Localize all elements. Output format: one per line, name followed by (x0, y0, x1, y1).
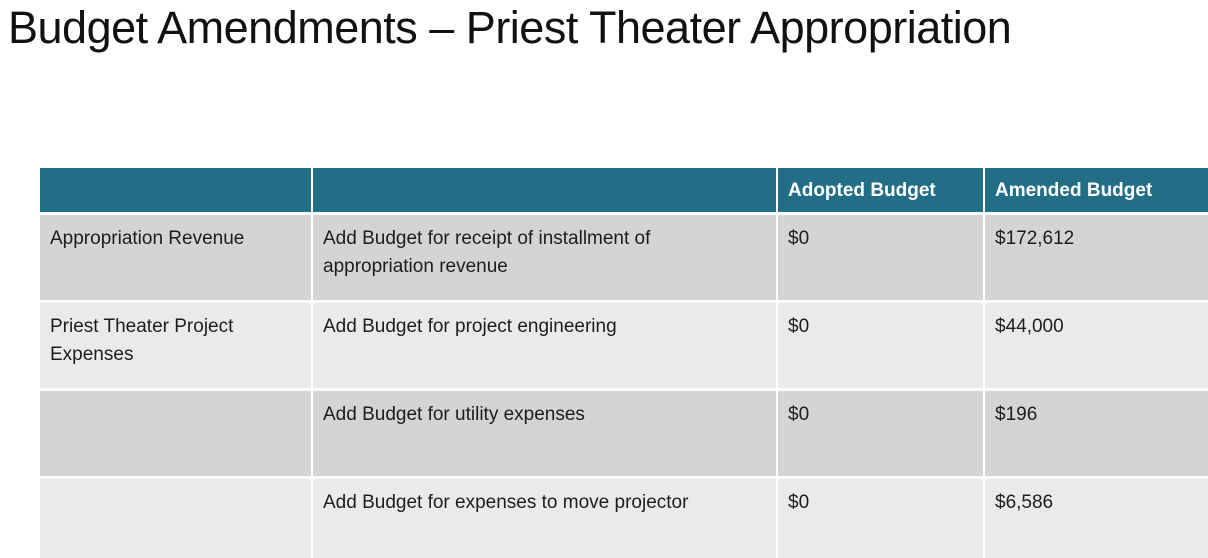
cell-description: Add Budget for receipt of installment of… (313, 215, 778, 303)
cell-description: Add Budget for project engineering (313, 303, 778, 391)
header-cell-adopted-budget: Adopted Budget (778, 168, 985, 215)
cell-adopted-budget: $0 (778, 391, 985, 479)
table-row: Add Budget for expenses to move projecto… (40, 479, 1208, 558)
cell-category (40, 391, 313, 479)
table-header-row: Adopted Budget Amended Budget (40, 168, 1208, 215)
cell-adopted-budget: $0 (778, 303, 985, 391)
table-row: Appropriation Revenue Add Budget for rec… (40, 215, 1208, 303)
cell-amended-budget: $44,000 (985, 303, 1208, 391)
cell-description: Add Budget for expenses to move projecto… (313, 479, 778, 558)
cell-adopted-budget: $0 (778, 215, 985, 303)
cell-amended-budget: $172,612 (985, 215, 1208, 303)
cell-amended-budget: $196 (985, 391, 1208, 479)
cell-category: Priest Theater Project Expenses (40, 303, 313, 391)
header-cell-description (313, 168, 778, 215)
cell-adopted-budget: $0 (778, 479, 985, 558)
header-cell-category (40, 168, 313, 215)
cell-description: Add Budget for utility expenses (313, 391, 778, 479)
header-cell-amended-budget: Amended Budget (985, 168, 1208, 215)
cell-amended-budget: $6,586 (985, 479, 1208, 558)
cell-category (40, 479, 313, 558)
slide-title: Budget Amendments – Priest Theater Appro… (8, 2, 1012, 53)
budget-amendments-table: Adopted Budget Amended Budget Appropriat… (40, 168, 1208, 558)
table-row: Add Budget for utility expenses $0 $196 (40, 391, 1208, 479)
cell-category: Appropriation Revenue (40, 215, 313, 303)
table-row: Priest Theater Project Expenses Add Budg… (40, 303, 1208, 391)
